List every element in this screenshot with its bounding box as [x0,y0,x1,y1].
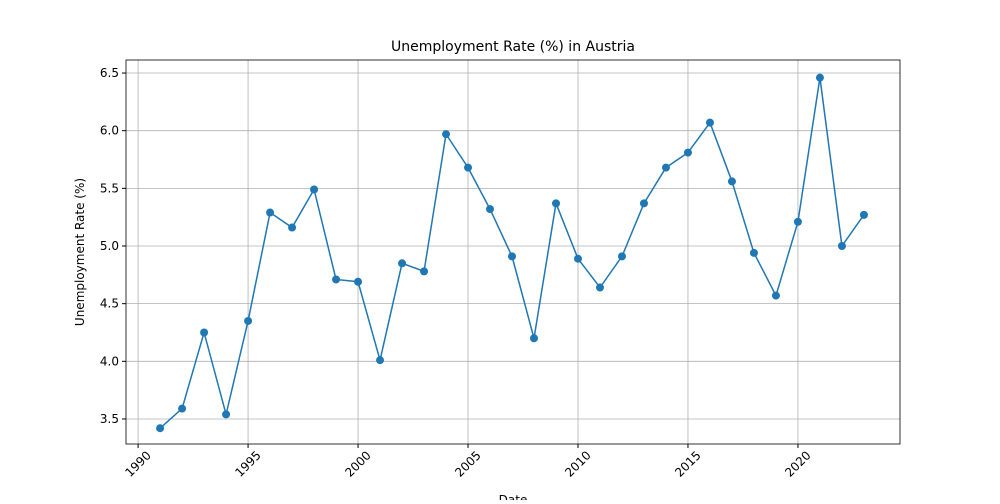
y-tick-label: 4.0 [100,354,119,368]
x-tick-label: 2005 [452,448,483,479]
point [661,163,670,172]
point [771,291,780,300]
point [178,404,187,413]
point [859,210,868,219]
x-tick-label: 2020 [782,448,813,479]
point [617,252,626,261]
x-tick-label: 1995 [232,448,263,479]
point [420,267,429,276]
point [552,199,560,208]
point [705,118,714,127]
point [354,277,363,286]
point [156,424,165,433]
point [222,410,231,419]
x-tick-label: 2000 [342,448,373,479]
point [793,217,802,226]
y-tick-label: 3.5 [100,412,119,426]
point [376,356,385,365]
chart-title: Unemployment Rate (%) in Austria [391,39,635,55]
point [266,208,275,217]
point [288,223,297,232]
point [200,328,209,337]
plot-frame [125,59,901,445]
x-tick-label: 2010 [562,448,593,479]
point [464,163,473,172]
point [815,73,824,82]
y-tick-label: 4.5 [100,297,119,311]
point [595,283,604,292]
y-tick-label: 6.0 [100,124,119,138]
point [639,199,648,208]
point [530,334,539,343]
point [573,254,582,263]
x-axis-label: Date [499,493,528,500]
point [310,185,319,194]
x-tick-label: 2015 [672,448,703,479]
point [837,242,846,251]
x-tick-label: 1990 [122,448,153,479]
point [508,252,517,261]
point [727,177,736,186]
point [749,248,758,257]
y-tick-label: 5.5 [100,181,119,195]
y-axis-label: Unemployment Rate (%) [73,178,87,326]
point [332,275,341,284]
point [244,316,253,325]
point [398,259,407,268]
point [442,130,451,139]
point [683,148,692,157]
y-tick-label: 6.5 [100,66,119,80]
point [486,205,495,214]
y-tick-label: 5.0 [100,239,119,253]
